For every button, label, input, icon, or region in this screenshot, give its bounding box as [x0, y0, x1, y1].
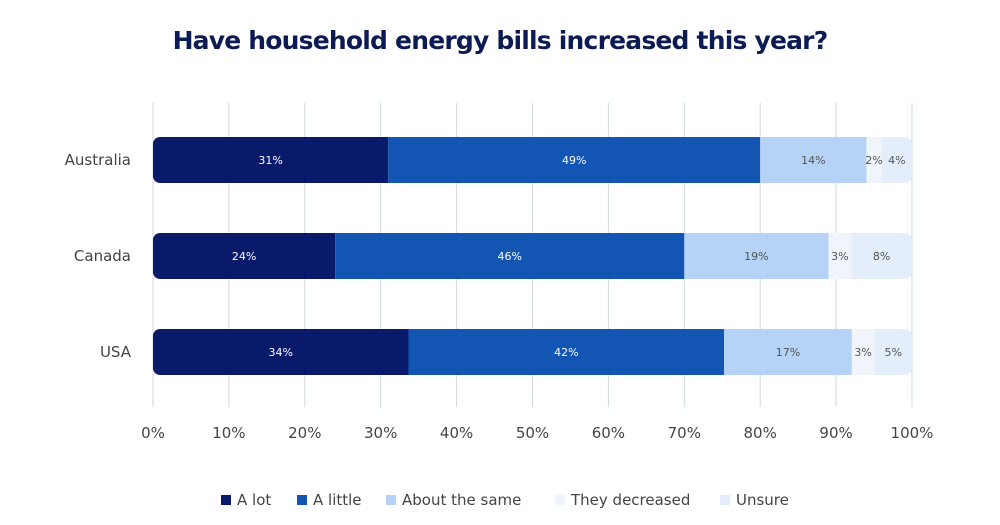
bar-segment	[153, 329, 409, 375]
x-tick-label: 80%	[744, 424, 777, 442]
x-tick-label: 90%	[819, 424, 852, 442]
x-tick-label: 50%	[516, 424, 549, 442]
legend-swatch	[297, 495, 307, 505]
legend-item: They decreased	[555, 489, 690, 511]
legend-swatch	[555, 495, 565, 505]
bar-segment	[760, 137, 867, 183]
x-tick-label: 60%	[592, 424, 625, 442]
data-labels: 31% 49% 14% 2% 4% 24% 46% 19% 3% 8% 34% 42% 17% 3% 5%	[232, 154, 906, 359]
bar-segment	[851, 233, 912, 279]
x-axis-ticks: 0% 10% 20% 30% 40% 50% 60% 70% 80% 90% 100%	[141, 424, 933, 442]
x-tick-label: 10%	[212, 424, 245, 442]
legend-label: A lot	[237, 491, 272, 509]
category-labels: Australia Canada USA	[65, 151, 132, 361]
legend-item: A little	[297, 489, 362, 511]
category-label: Australia	[65, 151, 131, 169]
legend: A lot A little About the same They decrease…	[0, 489, 1000, 511]
category-label: Canada	[74, 247, 131, 265]
legend-label: Unsure	[736, 491, 789, 509]
data-label: 14%	[801, 154, 825, 167]
bar-segment	[153, 233, 336, 279]
x-tick-label: 40%	[440, 424, 473, 442]
data-label: 5%	[884, 346, 901, 359]
data-label: 42%	[554, 346, 578, 359]
x-tick-label: 100%	[891, 424, 934, 442]
bars	[153, 137, 912, 375]
x-tick-label: 0%	[141, 424, 165, 442]
data-label: 17%	[776, 346, 800, 359]
legend-item: About the same	[386, 489, 521, 511]
legend-label: About the same	[402, 491, 522, 509]
bar-segment	[881, 137, 912, 183]
bar-row	[153, 233, 912, 279]
bar-row	[153, 137, 912, 183]
data-label: 4%	[888, 154, 905, 167]
data-label: 3%	[854, 346, 871, 359]
bar-segment	[153, 137, 389, 183]
legend-label: A little	[313, 491, 362, 509]
bar-segment	[408, 329, 725, 375]
data-label: 49%	[562, 154, 586, 167]
legend-swatch	[221, 495, 231, 505]
chart-title: Have household energy bills increased th…	[172, 26, 829, 55]
bar-segment	[828, 233, 852, 279]
data-label: 19%	[744, 250, 768, 263]
data-label: 31%	[258, 154, 282, 167]
bar-segment	[874, 329, 912, 375]
bar-segment	[684, 233, 829, 279]
legend-swatch	[386, 495, 396, 505]
bar-segment	[866, 137, 882, 183]
bar-segment	[851, 329, 875, 375]
data-label: 34%	[269, 346, 293, 359]
data-label: 2%	[865, 154, 882, 167]
category-label: USA	[100, 343, 132, 361]
bar-segment	[388, 137, 761, 183]
data-label: 8%	[873, 250, 890, 263]
legend-swatch	[720, 495, 730, 505]
legend-item: A lot	[221, 489, 271, 511]
bar-segment	[724, 329, 852, 375]
x-tick-label: 70%	[668, 424, 701, 442]
x-tick-label: 20%	[288, 424, 321, 442]
legend-item: Unsure	[720, 489, 789, 511]
data-label: 3%	[831, 250, 848, 263]
x-tick-label: 30%	[364, 424, 397, 442]
bar-row	[153, 329, 912, 375]
bar-segment	[335, 233, 685, 279]
data-label: 46%	[498, 250, 522, 263]
data-label: 24%	[232, 250, 256, 263]
legend-label: They decreased	[571, 491, 691, 509]
